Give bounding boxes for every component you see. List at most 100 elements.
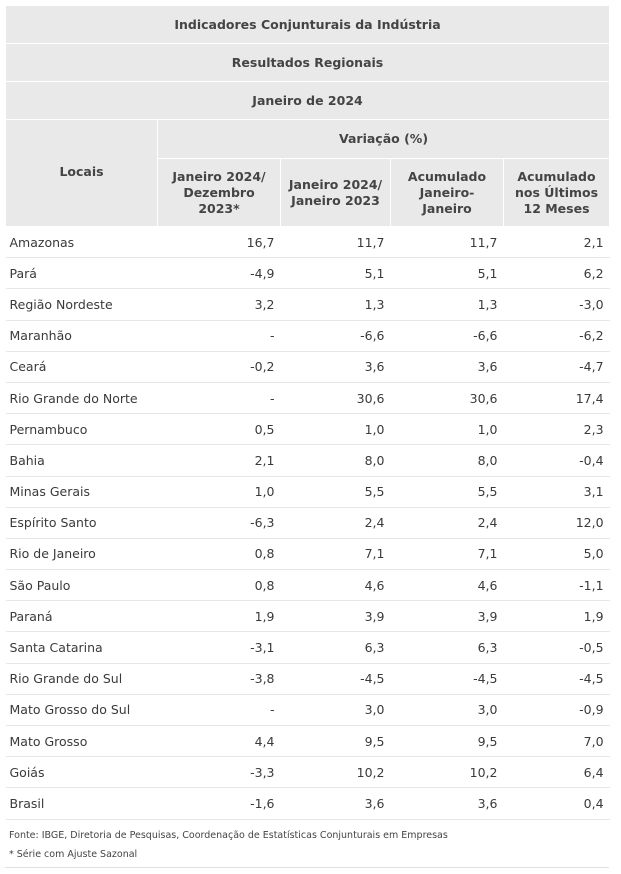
row-value: 3,2: [157, 288, 281, 321]
table-row: Espírito Santo -6,3 2,4 2,4 12,0: [5, 507, 610, 539]
row-value: 30,6: [280, 382, 391, 415]
row-local: Pará: [5, 257, 158, 290]
row-value: 2,4: [390, 507, 504, 539]
col-header-12-meses: Acumulado nos Últimos 12 Meses: [502, 158, 611, 227]
indicators-table-container: Indicadores Conjunturais da Indústria Re…: [4, 5, 611, 864]
row-value: -3,0: [503, 288, 610, 321]
row-value: 2,1: [503, 226, 610, 259]
row-value: 1,0: [157, 476, 281, 508]
row-value: 9,5: [280, 725, 391, 758]
table-row: Amazonas 16,7 11,7 11,7 2,1: [5, 226, 610, 259]
indicators-table: Indicadores Conjunturais da Indústria Re…: [4, 5, 611, 820]
row-value: -4,9: [157, 257, 281, 290]
table-footer: Fonte: IBGE, Diretoria de Pesquisas, Coo…: [5, 826, 609, 864]
table-row: Região Nordeste 3,2 1,3 1,3 -3,0: [5, 288, 610, 321]
locais-header: Locais: [5, 119, 158, 227]
row-local: Região Nordeste: [5, 288, 158, 321]
row-local: Ceará: [5, 351, 158, 383]
col-header-acumulado: Acumulado Janeiro-Janeiro: [390, 158, 504, 227]
row-value: -: [157, 694, 281, 727]
row-value: 0,4: [503, 787, 610, 820]
table-row: Mato Grosso 4,4 9,5 9,5 7,0: [5, 725, 610, 758]
row-value: 8,0: [390, 444, 504, 477]
row-value: -6,2: [503, 320, 610, 352]
row-value: 4,4: [157, 725, 281, 758]
row-value: -1,1: [503, 569, 610, 602]
row-local: Mato Grosso do Sul: [5, 694, 158, 727]
table-row: Pernambuco 0,5 1,0 1,0 2,3: [5, 413, 610, 446]
table-row: Paraná 1,9 3,9 3,9 1,9: [5, 600, 610, 633]
row-value: 5,1: [390, 257, 504, 290]
row-value: 11,7: [280, 226, 391, 259]
row-local: Bahia: [5, 444, 158, 477]
row-local: Rio de Janeiro: [5, 538, 158, 571]
row-value: -6,3: [157, 507, 281, 539]
row-local: Pernambuco: [5, 413, 158, 446]
row-value: 1,9: [157, 600, 281, 633]
table-row: Maranhão - -6,6 -6,6 -6,2: [5, 320, 610, 352]
row-value: -0,4: [503, 444, 610, 477]
row-value: 2,4: [280, 507, 391, 539]
row-value: 3,6: [390, 787, 504, 820]
row-value: 3,6: [280, 787, 391, 820]
row-value: 5,5: [280, 476, 391, 508]
row-local: Santa Catarina: [5, 631, 158, 664]
row-local: Maranhão: [5, 320, 158, 352]
row-value: 3,6: [280, 351, 391, 383]
row-value: -3,3: [157, 756, 281, 789]
row-value: -4,7: [503, 351, 610, 383]
row-local: Amazonas: [5, 226, 158, 259]
col-header-ano: Janeiro 2024/ Janeiro 2023: [280, 158, 391, 227]
row-value: -4,5: [390, 663, 504, 695]
row-value: 6,2: [503, 257, 610, 290]
row-local: Rio Grande do Sul: [5, 663, 158, 695]
row-value: 10,2: [390, 756, 504, 789]
row-value: -0,9: [503, 694, 610, 727]
row-local: Rio Grande do Norte: [5, 382, 158, 415]
row-local: Goiás: [5, 756, 158, 789]
row-value: 7,1: [390, 538, 504, 571]
row-value: 3,9: [280, 600, 391, 633]
table-row: Minas Gerais 1,0 5,5 5,5 3,1: [5, 476, 610, 508]
row-value: 12,0: [503, 507, 610, 539]
table-row: Ceará -0,2 3,6 3,6 -4,7: [5, 351, 610, 383]
row-value: 3,9: [390, 600, 504, 633]
row-value: 1,9: [503, 600, 610, 633]
row-value: 0,8: [157, 569, 281, 602]
row-value: 6,3: [280, 631, 391, 664]
row-value: 3,1: [503, 476, 610, 508]
row-value: 5,5: [390, 476, 504, 508]
row-value: 3,6: [390, 351, 504, 383]
row-value: -: [157, 320, 281, 352]
row-local: São Paulo: [5, 569, 158, 602]
row-value: 30,6: [390, 382, 504, 415]
row-value: 1,0: [280, 413, 391, 446]
row-local: Minas Gerais: [5, 476, 158, 508]
row-local: Brasil: [5, 787, 158, 820]
row-value: 2,3: [503, 413, 610, 446]
row-value: 1,0: [390, 413, 504, 446]
row-value: -4,5: [503, 663, 610, 695]
table-subtitle: Resultados Regionais: [4, 43, 611, 82]
bottom-divider: [5, 867, 609, 868]
row-value: -0,2: [157, 351, 281, 383]
row-value: 0,5: [157, 413, 281, 446]
row-value: 7,0: [503, 725, 610, 758]
row-value: 9,5: [390, 725, 504, 758]
row-value: 1,3: [390, 288, 504, 321]
table-row: Rio Grande do Sul -3,8 -4,5 -4,5 -4,5: [5, 663, 610, 695]
row-value: 0,8: [157, 538, 281, 571]
col-header-mes: Janeiro 2024/ Dezembro 2023*: [157, 158, 281, 227]
source-note: Fonte: IBGE, Diretoria de Pesquisas, Coo…: [9, 829, 448, 841]
table-title: Indicadores Conjunturais da Indústria: [4, 5, 611, 44]
row-value: 10,2: [280, 756, 391, 789]
row-value: -: [157, 382, 281, 415]
table-row: Bahia 2,1 8,0 8,0 -0,4: [5, 444, 610, 477]
row-value: 16,7: [157, 226, 281, 259]
row-value: 5,1: [280, 257, 391, 290]
row-value: 6,3: [390, 631, 504, 664]
row-local: Espírito Santo: [5, 507, 158, 539]
table-body: Amazonas 16,7 11,7 11,7 2,1 Pará -4,9 5,1 5,1 6,2…: [5, 226, 610, 820]
variacao-header: Variação (%): [156, 119, 611, 159]
row-value: 7,1: [280, 538, 391, 571]
